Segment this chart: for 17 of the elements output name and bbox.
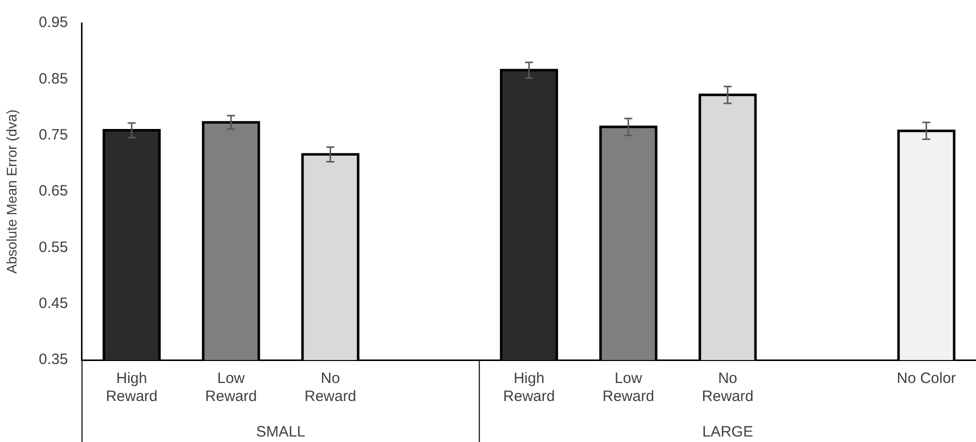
text: LARGE	[702, 424, 754, 441]
x-tick-label: High Reward	[106, 370, 158, 406]
y-tick-label: 0.95	[38, 14, 68, 32]
x-tick-label: No Reward	[702, 370, 754, 406]
x-tick-label: No Reward	[304, 370, 356, 406]
x-tick-label: Low Reward	[205, 370, 257, 406]
text: SMALL	[256, 424, 306, 441]
y-axis-title: Absolute Mean Error (dva)	[3, 109, 20, 274]
y-tick-label: 0.85	[38, 70, 68, 88]
y-tick-label: 0.55	[38, 238, 68, 256]
x-tick-label: High Reward	[503, 370, 555, 406]
x-tick-label: Low Reward	[602, 370, 654, 406]
y-tick-label: 0.65	[38, 182, 68, 200]
y-tick-label: 0.35	[38, 351, 68, 368]
x-tick-label: No Color	[896, 370, 956, 388]
y-tick-label: 0.75	[38, 126, 68, 144]
y-tick-label: 0.45	[38, 294, 68, 312]
